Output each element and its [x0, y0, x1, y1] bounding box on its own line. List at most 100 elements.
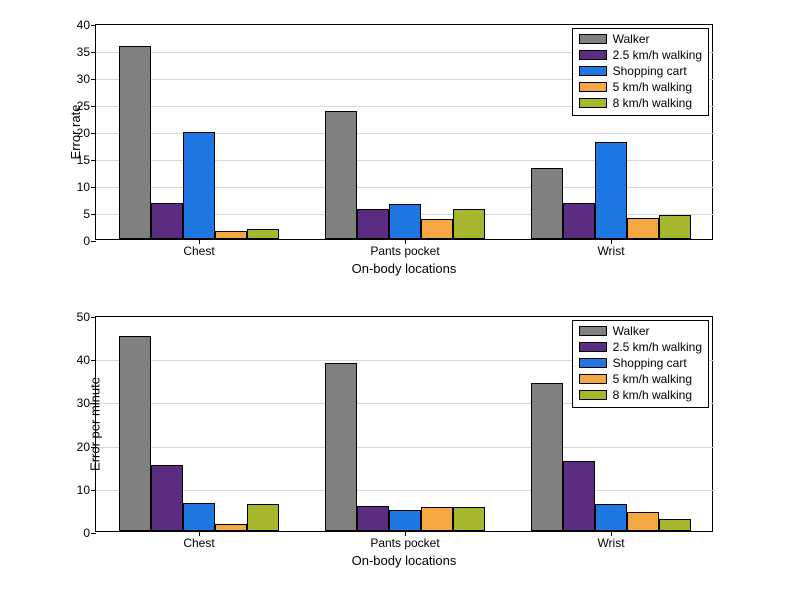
legend-item: Walker — [579, 31, 702, 47]
y-tick-mark — [91, 106, 96, 107]
legend-swatch — [579, 326, 607, 336]
bar — [627, 218, 659, 239]
bar — [357, 209, 389, 239]
legend-label: 8 km/h walking — [613, 96, 692, 110]
gridline — [96, 447, 714, 448]
bar — [215, 524, 247, 531]
y-tick-mark — [91, 490, 96, 491]
y-tick-mark — [91, 533, 96, 534]
bar — [659, 519, 691, 531]
y-axis-label: Error per minute — [87, 377, 102, 471]
legend: Walker 2.5 km/h walking Shopping cart 5 km/… — [572, 28, 709, 116]
y-tick-label: 30 — [77, 72, 90, 86]
y-tick-mark — [91, 160, 96, 161]
legend-label: 2.5 km/h walking — [613, 340, 702, 354]
legend-swatch — [579, 66, 607, 76]
legend-swatch — [579, 98, 607, 108]
y-tick-mark — [91, 79, 96, 80]
legend-label: Walker — [613, 32, 650, 46]
bar — [325, 363, 357, 531]
plot-area-bottom: 01020304050Error per minuteOn-body locat… — [95, 316, 713, 532]
legend-item: Walker — [579, 323, 702, 339]
bar — [247, 229, 279, 239]
y-tick-mark — [91, 187, 96, 188]
legend-item: 8 km/h walking — [579, 95, 702, 111]
legend-label: Shopping cart — [613, 64, 687, 78]
legend-label: 5 km/h walking — [613, 372, 692, 386]
y-tick-mark — [91, 133, 96, 134]
y-tick-label: 50 — [77, 310, 90, 324]
legend: Walker 2.5 km/h walking Shopping cart 5 km/… — [572, 320, 709, 408]
x-axis-label: On-body locations — [352, 261, 457, 276]
figure: 0510152025303540Error rateOn-body locati… — [0, 0, 792, 599]
bar — [563, 203, 595, 239]
legend-item: Shopping cart — [579, 355, 702, 371]
bar — [247, 504, 279, 531]
legend-item: 2.5 km/h walking — [579, 339, 702, 355]
bar — [531, 383, 563, 531]
legend-item: 2.5 km/h walking — [579, 47, 702, 63]
legend-item: 5 km/h walking — [579, 79, 702, 95]
x-tick-label: Chest — [183, 244, 214, 258]
bar — [595, 504, 627, 531]
x-tick-label: Wrist — [597, 244, 624, 258]
y-tick-label: 40 — [77, 353, 90, 367]
legend-swatch — [579, 358, 607, 368]
bar — [563, 461, 595, 531]
y-tick-label: 0 — [83, 234, 90, 248]
legend-item: 8 km/h walking — [579, 387, 702, 403]
y-tick-mark — [91, 241, 96, 242]
bar — [183, 132, 215, 239]
legend-swatch — [579, 34, 607, 44]
legend-label: 2.5 km/h walking — [613, 48, 702, 62]
bar — [183, 503, 215, 531]
bar — [659, 215, 691, 239]
y-tick-mark — [91, 214, 96, 215]
y-tick-mark — [91, 317, 96, 318]
bar — [389, 204, 421, 239]
y-tick-mark — [91, 52, 96, 53]
legend-swatch — [579, 342, 607, 352]
bar — [453, 507, 485, 531]
y-tick-mark — [91, 360, 96, 361]
bar — [357, 506, 389, 531]
bar — [151, 465, 183, 531]
bar — [421, 219, 453, 239]
y-tick-label: 40 — [77, 18, 90, 32]
gridline — [96, 490, 714, 491]
y-axis-label: Error rate — [68, 105, 83, 160]
legend-swatch — [579, 390, 607, 400]
legend-item: Shopping cart — [579, 63, 702, 79]
y-tick-label: 5 — [83, 207, 90, 221]
legend-label: Walker — [613, 324, 650, 338]
x-tick-label: Pants pocket — [370, 536, 439, 550]
x-axis-label: On-body locations — [352, 553, 457, 568]
y-tick-label: 35 — [77, 45, 90, 59]
bar — [215, 231, 247, 239]
bar — [531, 168, 563, 239]
legend-label: 8 km/h walking — [613, 388, 692, 402]
x-tick-label: Pants pocket — [370, 244, 439, 258]
legend-item: 5 km/h walking — [579, 371, 702, 387]
plot-area-top: 0510152025303540Error rateOn-body locati… — [95, 24, 713, 240]
bar — [627, 512, 659, 531]
bar — [595, 142, 627, 239]
y-tick-label: 10 — [77, 483, 90, 497]
legend-label: 5 km/h walking — [613, 80, 692, 94]
y-tick-label: 10 — [77, 180, 90, 194]
legend-swatch — [579, 82, 607, 92]
bar — [325, 111, 357, 239]
x-tick-label: Chest — [183, 536, 214, 550]
y-tick-mark — [91, 25, 96, 26]
legend-swatch — [579, 50, 607, 60]
bar — [151, 203, 183, 239]
legend-label: Shopping cart — [613, 356, 687, 370]
legend-swatch — [579, 374, 607, 384]
bar — [421, 507, 453, 531]
bar — [119, 336, 151, 531]
bar — [119, 46, 151, 239]
x-tick-label: Wrist — [597, 536, 624, 550]
bar — [389, 510, 421, 531]
y-tick-label: 0 — [83, 526, 90, 540]
bar — [453, 209, 485, 239]
